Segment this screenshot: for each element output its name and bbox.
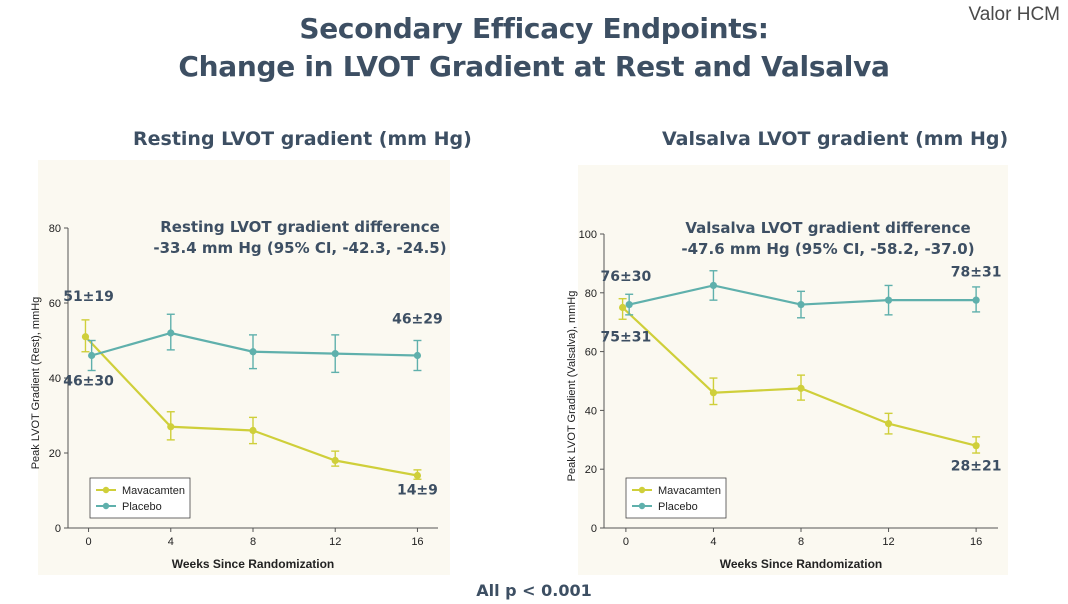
data-point-placebo [88, 351, 96, 360]
valor-hcm-logo: Valor HCM [968, 4, 1061, 25]
data-point-mavacamten [972, 442, 980, 450]
data-point-mavacamten [709, 389, 718, 397]
data-label: 14±9 [397, 482, 438, 498]
data-point-placebo [413, 351, 422, 360]
x-axis-label: Weeks Since Randomization [172, 557, 335, 571]
y-tick-label: 0 [55, 523, 61, 535]
y-tick-label: 80 [585, 288, 597, 300]
data-label: 76±30 [601, 269, 652, 285]
difference-annotation-title: Resting LVOT gradient difference [160, 218, 440, 236]
slide-title-line1: Secondary Efficacy Endpoints: [299, 12, 769, 45]
data-point-mavacamten [619, 303, 627, 312]
panel-title-resting: Resting LVOT gradient (mm Hg) [133, 128, 472, 150]
legend-label: Mavacamten [122, 485, 185, 497]
x-tick-label: 8 [798, 536, 804, 548]
data-label: 28±21 [951, 459, 1002, 475]
y-axis-label: Peak LVOT Gradient (Valsalva), mmHg [566, 291, 578, 482]
data-point-placebo [884, 296, 893, 304]
x-tick-label: 12 [329, 536, 341, 548]
x-tick-label: 12 [882, 536, 894, 548]
y-tick-label: 40 [585, 405, 597, 417]
data-label: 78±31 [951, 265, 1002, 281]
x-tick-label: 4 [168, 536, 174, 548]
legend-box [625, 477, 727, 519]
data-point-placebo [249, 348, 257, 356]
x-tick-label: 16 [411, 536, 423, 548]
data-point-placebo [167, 329, 175, 337]
x-tick-label: 0 [85, 536, 91, 548]
legend-marker [638, 486, 646, 494]
resting-gradient-chart: 0 20 40 60 80 0 4 8 12 16 Weeks Since Randomizatio… [30, 160, 450, 575]
data-point-mavacamten [81, 333, 90, 341]
y-tick-label: 80 [49, 223, 61, 235]
data-point-placebo [797, 300, 805, 309]
y-tick-label: 100 [579, 229, 597, 241]
x-tick-label: 16 [970, 536, 982, 548]
data-label: 46±29 [392, 312, 443, 328]
data-point-placebo [709, 281, 718, 290]
legend-label: Placebo [658, 501, 698, 513]
y-tick-label: 20 [585, 464, 597, 476]
data-point-mavacamten [413, 471, 422, 480]
difference-annotation-value: -33.4 mm Hg (95% CI, -42.3, -24.5) [153, 239, 446, 257]
legend-label: Mavacamten [658, 485, 721, 497]
data-point-mavacamten [884, 420, 893, 428]
y-tick-label: 20 [49, 448, 61, 460]
difference-annotation-value: -47.6 mm Hg (95% CI, -58.2, -37.0) [681, 240, 974, 258]
panel-title-valsalva: Valsalva LVOT gradient (mm Hg) [662, 128, 1009, 150]
data-label: 51±19 [63, 289, 114, 305]
slide-title: Secondary Efficacy Endpoints: Change in … [0, 10, 1068, 86]
data-point-mavacamten [167, 423, 175, 431]
y-axis-label: Peak LVOT Gradient (Rest), mmHg [30, 297, 42, 470]
data-label: 46±30 [63, 374, 114, 390]
legend-label: Placebo [122, 501, 162, 513]
data-point-placebo [625, 300, 633, 309]
legend-box [89, 477, 191, 519]
x-tick-label: 0 [623, 536, 629, 548]
p-value-footer: All p < 0.001 [476, 581, 592, 600]
data-point-mavacamten [331, 456, 339, 465]
legend-marker [638, 502, 646, 510]
x-tick-label: 8 [250, 536, 256, 548]
slide-title-line2: Change in LVOT Gradient at Rest and Vals… [178, 50, 890, 83]
y-tick-label: 40 [49, 373, 61, 385]
y-tick-label: 60 [585, 347, 597, 359]
data-point-mavacamten [249, 426, 257, 435]
legend-marker [102, 502, 110, 510]
data-point-placebo [972, 296, 980, 304]
difference-annotation-title: Valsalva LVOT gradient difference [685, 219, 970, 237]
x-axis-label: Weeks Since Randomization [720, 557, 883, 571]
y-tick-label: 60 [49, 298, 61, 310]
x-tick-label: 4 [710, 536, 716, 548]
legend-marker [102, 486, 110, 494]
y-tick-label: 0 [591, 523, 597, 535]
data-label: 75±31 [601, 329, 652, 345]
data-point-placebo [331, 350, 339, 358]
data-point-mavacamten [797, 384, 805, 392]
